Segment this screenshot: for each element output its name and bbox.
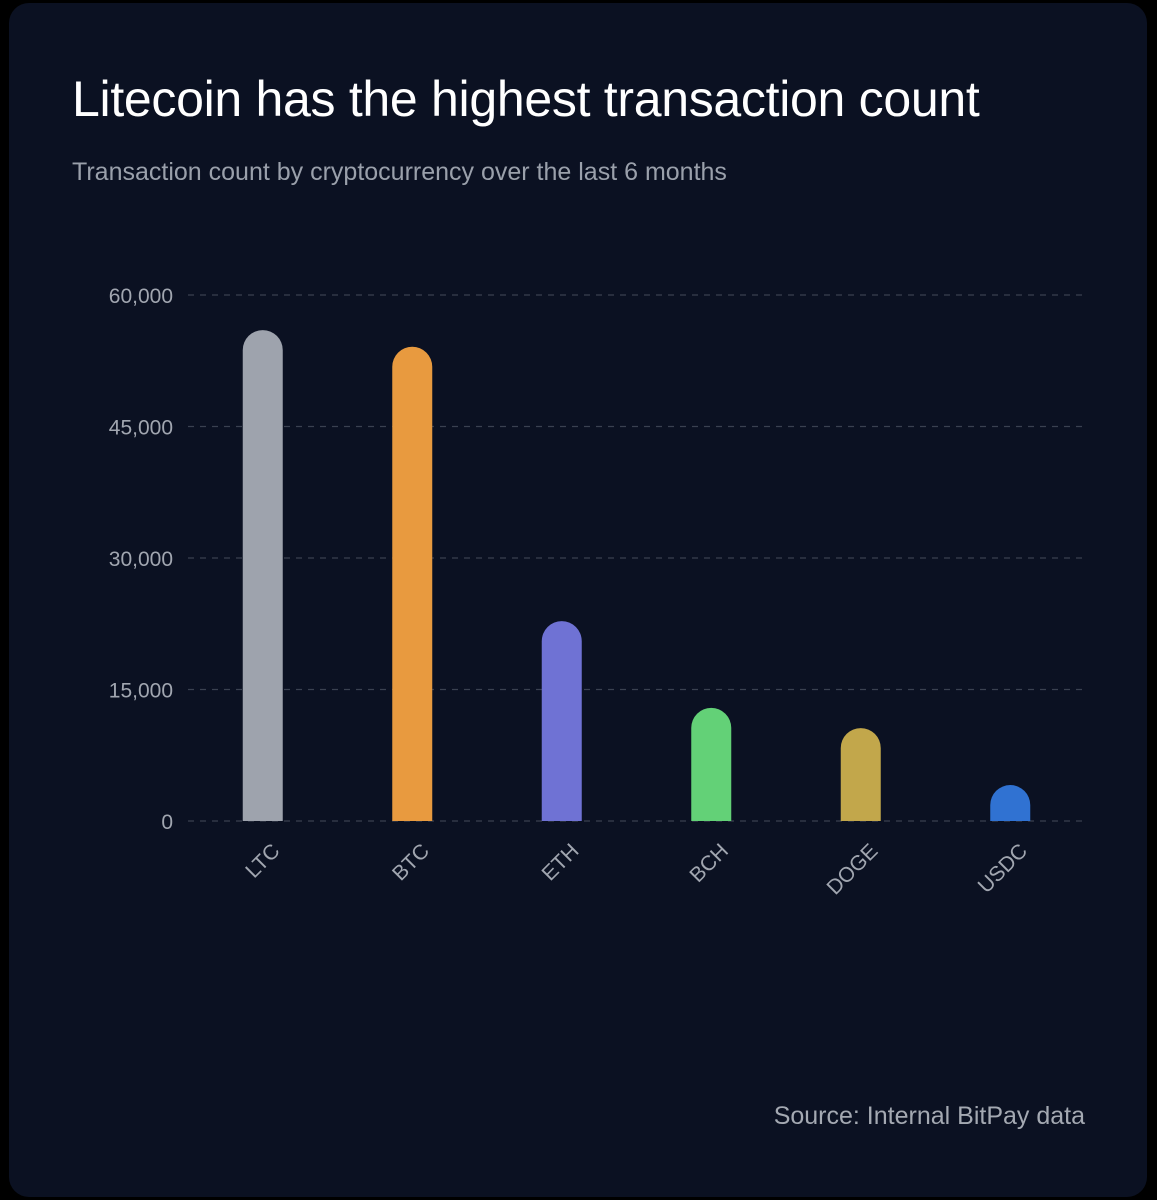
bar-eth <box>541 621 582 821</box>
bars <box>242 330 1031 821</box>
y-tick-label: 60,000 <box>109 285 173 308</box>
x-tick-label-usdc: USDC <box>974 839 1032 897</box>
bar-btc <box>392 346 433 821</box>
bar-bch <box>691 707 732 821</box>
x-axis-ticks: LTC BTC ETH BCH DOGE USDC <box>241 839 1032 899</box>
bar-usdc <box>990 785 1031 821</box>
x-tick-label-eth: ETH <box>538 839 584 885</box>
y-tick-label: 0 <box>161 811 173 834</box>
y-axis-ticks: 0 15,000 30,000 45,000 60,000 <box>109 285 173 834</box>
chart-card <box>9 3 1147 1197</box>
chart-title: Litecoin has the highest transaction cou… <box>72 71 980 127</box>
bar-doge <box>840 728 881 821</box>
x-tick-label-ltc: LTC <box>241 839 284 882</box>
chart-subtitle: Transaction count by cryptocurrency over… <box>72 158 727 186</box>
gridlines <box>188 294 1085 822</box>
y-tick-label: 15,000 <box>109 680 173 703</box>
bar-ltc <box>242 330 283 821</box>
y-tick-label: 30,000 <box>109 548 173 571</box>
source-note: Source: Internal BitPay data <box>773 1102 1085 1130</box>
x-tick-label-bch: BCH <box>685 839 733 887</box>
y-tick-label: 45,000 <box>109 417 173 440</box>
x-tick-label-btc: BTC <box>388 839 434 885</box>
x-tick-label-doge: DOGE <box>822 839 882 899</box>
